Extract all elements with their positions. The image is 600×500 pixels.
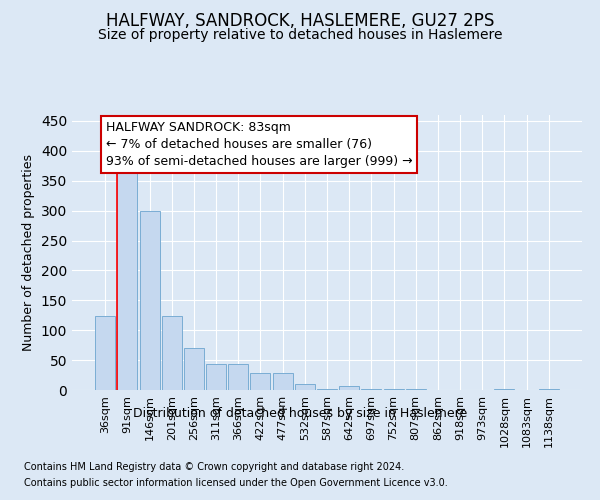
Bar	[95, 316, 115, 390]
Bar	[162, 316, 182, 390]
Bar	[539, 389, 559, 390]
Text: Contains HM Land Registry data © Crown copyright and database right 2024.: Contains HM Land Registry data © Crown c…	[24, 462, 404, 472]
Bar	[272, 374, 293, 390]
Bar	[118, 166, 137, 390]
Bar	[494, 389, 514, 390]
Bar	[140, 210, 160, 390]
Bar	[295, 384, 315, 390]
Text: HALFWAY SANDROCK: 83sqm
← 7% of detached houses are smaller (76)
93% of semi-det: HALFWAY SANDROCK: 83sqm ← 7% of detached…	[106, 121, 412, 168]
Bar	[206, 364, 226, 390]
Text: Contains public sector information licensed under the Open Government Licence v3: Contains public sector information licen…	[24, 478, 448, 488]
Bar	[339, 386, 359, 390]
Y-axis label: Number of detached properties: Number of detached properties	[22, 154, 35, 351]
Bar	[184, 348, 204, 390]
Text: Size of property relative to detached houses in Haslemere: Size of property relative to detached ho…	[98, 28, 502, 42]
Bar	[317, 389, 337, 390]
Text: HALFWAY, SANDROCK, HASLEMERE, GU27 2PS: HALFWAY, SANDROCK, HASLEMERE, GU27 2PS	[106, 12, 494, 30]
Bar	[228, 364, 248, 390]
Text: Distribution of detached houses by size in Haslemere: Distribution of detached houses by size …	[133, 408, 467, 420]
Bar	[250, 374, 271, 390]
